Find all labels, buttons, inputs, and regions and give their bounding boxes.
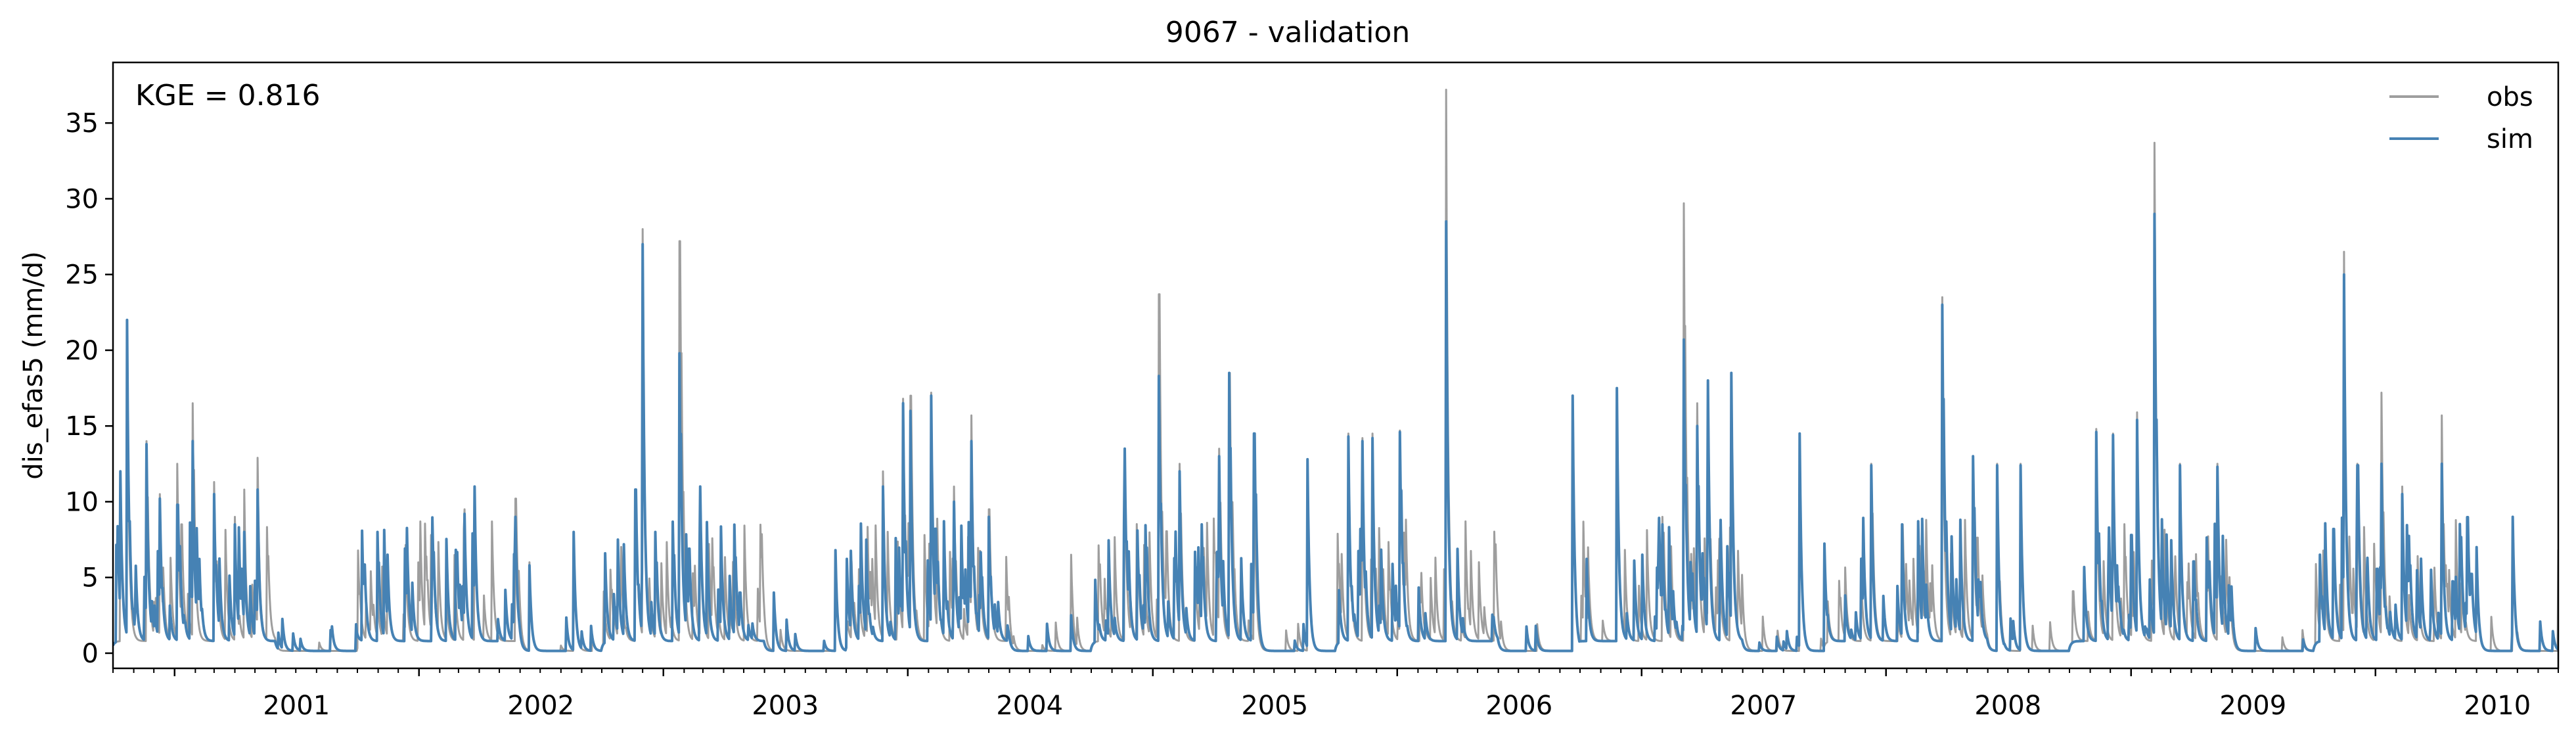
x-tick-label: 2002 <box>507 691 574 721</box>
y-axis: 0 5 10 15 20 25 30 35 <box>65 108 113 669</box>
kge-annotation: KGE = 0.816 <box>135 79 321 112</box>
legend-label-obs: obs <box>2487 82 2533 112</box>
x-axis: 2001 2002 2003 2004 2005 2006 2007 2008 2009 2010 <box>112 668 2559 721</box>
y-tick-label: 30 <box>65 184 99 214</box>
x-tick-label: 2003 <box>752 691 819 721</box>
y-axis-label: dis_efas5 (mm/d) <box>18 251 49 480</box>
legend-label-sim: sim <box>2487 124 2533 154</box>
legend[interactable]: obs sim <box>2389 82 2533 154</box>
x-tick-label: 2006 <box>1485 691 1552 721</box>
x-tick-label: 2008 <box>1974 691 2041 721</box>
x-tick-label: 2010 <box>2464 691 2531 721</box>
x-tick-label: 2001 <box>263 691 330 721</box>
x-tick-label: 2005 <box>1241 691 1308 721</box>
series-layer <box>113 89 2558 653</box>
y-tick-label: 25 <box>65 260 99 290</box>
chart-title: 9067 - validation <box>1165 16 1410 49</box>
y-tick-label: 15 <box>65 411 99 442</box>
y-tick-label: 20 <box>65 336 99 366</box>
x-tick-label: 2004 <box>996 691 1063 721</box>
x-tick-label: 2007 <box>1730 691 1797 721</box>
y-tick-label: 10 <box>65 487 99 517</box>
y-tick-label: 0 <box>82 639 99 669</box>
y-tick-label: 35 <box>65 108 99 139</box>
y-tick-label: 5 <box>82 563 99 593</box>
series-line-sim <box>113 212 2558 653</box>
x-tick-label: 2009 <box>2219 691 2286 721</box>
